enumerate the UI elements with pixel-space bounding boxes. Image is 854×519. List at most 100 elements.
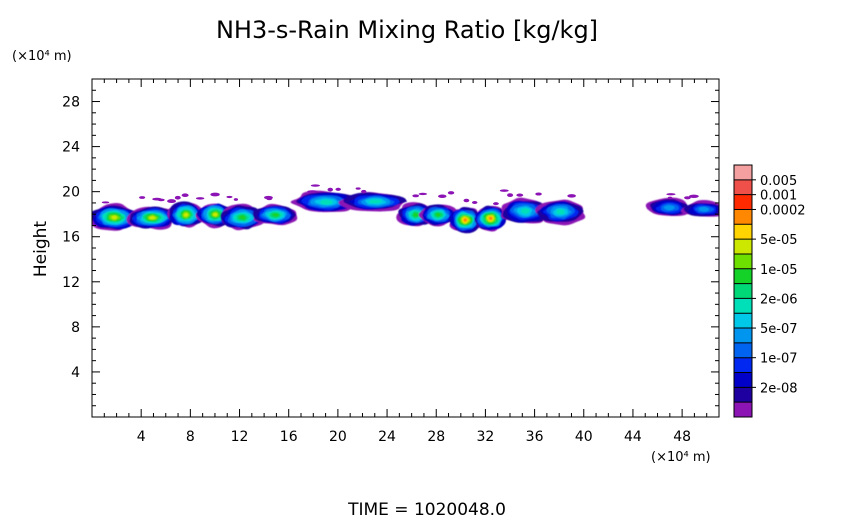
contour-fringe: [157, 198, 165, 202]
y-tick-label: 28: [62, 95, 80, 111]
chart-title: NH3-s-Rain Mixing Ratio [kg/kg]: [216, 16, 598, 44]
colorbar-segment: [734, 165, 752, 181]
contour-fringe: [167, 199, 176, 204]
colorbar-segment: [734, 372, 752, 388]
x-tick-label: 28: [427, 429, 445, 445]
plot-frame: [91, 78, 720, 418]
cloud-region: [92, 203, 178, 231]
contour-fill: [463, 218, 468, 222]
contour-fringe: [181, 193, 189, 197]
colorbar-label: 2e-06: [760, 292, 798, 307]
contour-fringe: [412, 194, 420, 198]
contour-fringe: [355, 187, 361, 190]
contour-fringe: [688, 194, 699, 199]
contour-fill: [320, 199, 333, 205]
contour-fringe: [516, 193, 524, 197]
cloud-region: [500, 197, 586, 226]
colorbar-segment: [734, 194, 752, 210]
contour-fill: [556, 209, 565, 215]
y-tick-label: 12: [62, 275, 80, 291]
contour-fringe: [226, 195, 233, 199]
contour-fringe: [447, 191, 455, 195]
y-tick-label: 16: [62, 230, 80, 246]
x-tick-label: 48: [673, 429, 691, 445]
cloud-region: [220, 203, 298, 231]
contour-fill: [272, 213, 280, 217]
contour-fill: [521, 208, 530, 214]
y-axis-label: Height: [31, 221, 51, 278]
colorbar-segment: [734, 342, 752, 359]
colorbar-label: 0.001: [760, 189, 797, 204]
colorbar-label: 1e-05: [760, 263, 798, 278]
x-unit-label: (×10⁴ m): [651, 450, 711, 465]
contour-fill: [238, 215, 246, 220]
contour-fill: [149, 215, 156, 220]
contour-fringe: [310, 184, 321, 187]
colorbar-frame: [733, 164, 753, 418]
contour-fringe: [438, 194, 447, 199]
x-axis-ticks: 4 8 12 16 20 24 28 32 36 40 44 48: [103, 79, 708, 445]
contour-fringe: [666, 193, 676, 196]
colorbar-label: 5e-05: [760, 233, 798, 248]
colorbar-segment: [734, 402, 752, 418]
x-tick-label: 12: [231, 429, 249, 445]
colorbar-segment: [734, 387, 752, 403]
time-label: TIME = 1020048.0: [347, 500, 506, 519]
contour-fringe: [233, 198, 239, 201]
contour-fringe: [266, 197, 273, 201]
contour-fringe: [471, 201, 478, 204]
x-tick-label: 4: [137, 429, 146, 445]
colorbar-segment: [734, 313, 752, 329]
colorbar-label: 0.005: [760, 174, 797, 189]
cloud-region: [290, 190, 407, 213]
colorbar-segment: [734, 357, 752, 374]
contour-fringe: [307, 190, 317, 193]
y-tick-label: 20: [62, 185, 80, 201]
x-tick-label: 44: [624, 429, 642, 445]
contour-fringe: [493, 202, 499, 206]
contour-fill: [413, 212, 419, 218]
colorbar-segment: [734, 179, 752, 196]
contour-fill: [663, 205, 675, 211]
contour-fringe: [174, 195, 181, 200]
colorbar-label: 0.0002: [760, 203, 806, 218]
cloud-region: [448, 205, 507, 234]
contour-fringe: [335, 187, 341, 191]
contour-fringe: [101, 201, 110, 204]
colorbar-label: 2e-08: [760, 381, 798, 396]
contour-fringe: [507, 193, 514, 198]
colorbar-segment: [734, 268, 752, 285]
x-tick-label: 36: [526, 429, 544, 445]
contour-fringe: [499, 189, 509, 192]
cloud-region: [396, 202, 457, 227]
x-tick-label: 24: [378, 429, 396, 445]
y-unit-label: (×10⁴ m): [12, 49, 72, 64]
colorbar-label: 5e-07: [760, 322, 798, 337]
contour-fill: [368, 199, 383, 204]
colorbar-segment: [734, 253, 752, 270]
contour-fringe: [361, 189, 367, 194]
contour-fringe: [210, 192, 220, 197]
contour-fringe: [535, 192, 542, 196]
contour-fringe: [327, 187, 333, 192]
contour-fringe: [463, 198, 470, 203]
contour-fringe: [667, 196, 673, 200]
x-tick-label: 32: [476, 429, 494, 445]
contour-fill: [212, 212, 218, 217]
colorbar-segment: [734, 328, 752, 344]
contour-fringe: [684, 196, 691, 200]
contour-fringe: [195, 197, 205, 200]
x-tick-label: 8: [186, 429, 195, 445]
y-tick-label: 8: [71, 320, 80, 336]
colorbar-segment: [734, 283, 752, 299]
y-axis-ticks: 4 8 12 16 20 24 28: [62, 89, 719, 407]
contour-fill: [698, 206, 710, 212]
colorbar-segment: [734, 239, 752, 255]
contour-fringe: [567, 194, 576, 198]
contour-fill: [111, 215, 118, 220]
colorbar-segment: [734, 209, 752, 225]
x-tick-label: 20: [329, 429, 347, 445]
colorbar-label: 1e-07: [760, 352, 798, 367]
